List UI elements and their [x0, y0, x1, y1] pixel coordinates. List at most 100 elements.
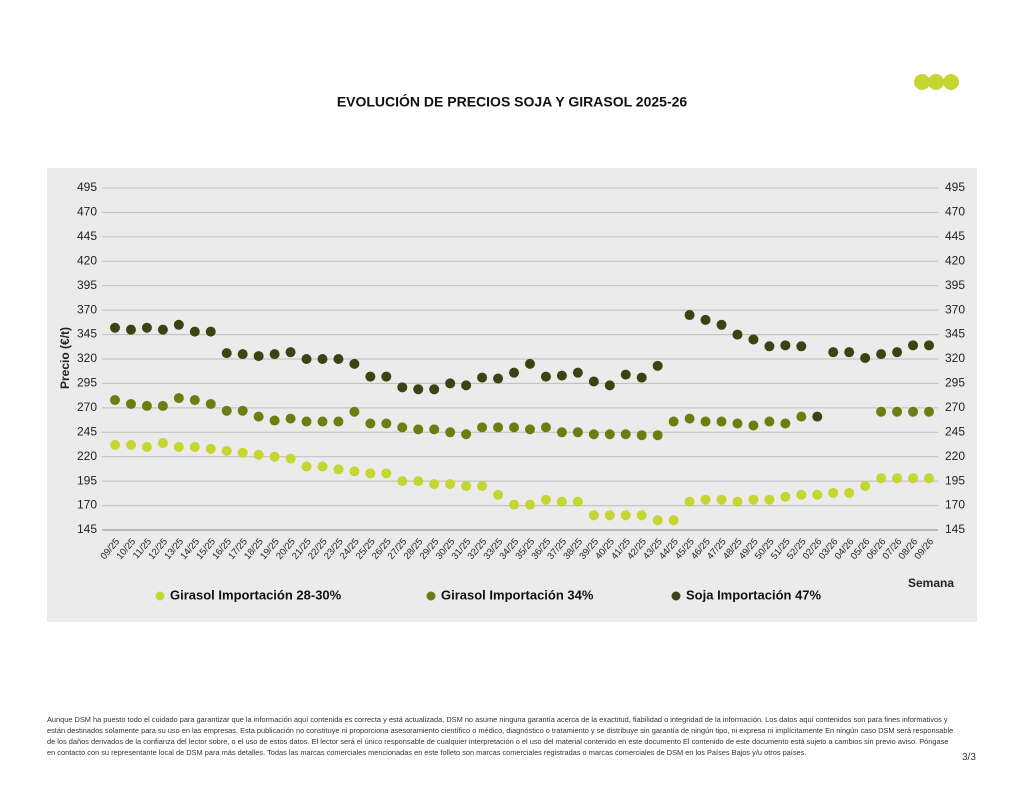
data-point: [269, 349, 280, 360]
data-point: [349, 358, 360, 369]
data-point: [461, 429, 472, 440]
data-point: [732, 329, 743, 340]
data-point: [572, 496, 583, 507]
data-point: [652, 515, 663, 526]
data-point: [365, 371, 376, 382]
data-point: [924, 340, 934, 351]
data-point: [908, 473, 919, 484]
data-point: [876, 349, 887, 360]
y2-tick-label: 420: [945, 253, 965, 267]
data-point: [285, 413, 296, 424]
data-point: [908, 406, 919, 417]
data-point: [812, 411, 823, 422]
data-point: [796, 411, 807, 422]
data-point: [684, 413, 695, 424]
data-point: [588, 429, 599, 440]
y-tick-label: 370: [77, 302, 97, 316]
data-point: [125, 324, 136, 335]
y2-tick-label: 145: [945, 522, 965, 536]
data-point: [269, 451, 280, 462]
data-point: [237, 447, 248, 458]
data-point: [844, 347, 855, 358]
data-point: [493, 373, 504, 384]
y2-tick-label: 395: [945, 278, 965, 292]
data-point: [381, 468, 392, 479]
data-point: [189, 326, 200, 337]
y-tick-label: 395: [77, 278, 97, 292]
data-point: [317, 461, 328, 472]
data-point: [509, 499, 520, 510]
data-point: [860, 353, 871, 364]
data-point: [205, 398, 216, 409]
data-point: [461, 481, 472, 492]
data-point: [748, 494, 759, 505]
data-point: [924, 473, 934, 484]
data-point: [636, 430, 647, 441]
data-point: [764, 341, 775, 352]
data-point: [349, 406, 360, 417]
data-point: [604, 429, 615, 440]
y2-tick-label: 245: [945, 424, 965, 438]
y-tick-label: 420: [77, 253, 97, 267]
data-point: [429, 424, 440, 435]
data-point: [732, 496, 743, 507]
data-point: [445, 479, 456, 490]
data-point: [301, 354, 312, 364]
data-point: [636, 372, 647, 383]
data-point: [716, 319, 727, 330]
data-point: [173, 441, 184, 452]
data-point: [556, 370, 567, 381]
data-point: [493, 489, 504, 500]
data-point: [540, 422, 551, 433]
data-point: [237, 405, 248, 416]
data-point: [413, 384, 424, 395]
data-point: [365, 418, 376, 429]
data-point: [141, 322, 152, 333]
data-point: [253, 351, 264, 362]
y-tick-label: 495: [77, 180, 97, 194]
data-point: [205, 326, 216, 337]
data-point: [349, 466, 360, 477]
data-point: [269, 415, 280, 426]
logo-dot: [928, 74, 944, 90]
data-point: [493, 422, 504, 433]
data-point: [285, 453, 296, 464]
y-tick-label: 245: [77, 424, 97, 438]
data-point: [413, 424, 424, 435]
data-point: [381, 371, 392, 382]
data-point: [301, 416, 312, 427]
y2-tick-label: 370: [945, 302, 965, 316]
data-point: [141, 441, 152, 452]
data-point: [333, 416, 344, 427]
x-axis-label: Semana: [908, 576, 954, 590]
data-point: [429, 479, 440, 490]
data-point: [221, 405, 232, 416]
data-point: [205, 443, 216, 454]
data-point: [477, 481, 488, 492]
data-point: [748, 334, 759, 345]
data-point: [556, 427, 567, 438]
y-tick-label: 470: [77, 205, 97, 219]
data-point: [588, 510, 599, 521]
data-point: [556, 496, 567, 507]
data-point: [636, 510, 647, 521]
data-point: [445, 427, 456, 438]
y2-tick-label: 345: [945, 327, 965, 341]
data-point: [812, 489, 823, 500]
data-point: [333, 464, 344, 475]
data-point: [604, 380, 615, 391]
data-point: [732, 418, 743, 429]
data-point: [253, 411, 264, 422]
data-point: [796, 341, 807, 352]
data-point: [700, 494, 711, 505]
data-point: [652, 430, 663, 441]
data-point: [461, 380, 472, 391]
chart-title: EVOLUCIÓN DE PRECIOS SOJA Y GIRASOL 2025…: [337, 93, 688, 110]
data-point: [924, 406, 934, 417]
y2-tick-label: 295: [945, 376, 965, 390]
logo-dot: [914, 74, 930, 90]
data-point: [668, 515, 679, 526]
data-point: [780, 340, 791, 351]
data-point: [716, 416, 727, 427]
data-point: [684, 496, 695, 507]
